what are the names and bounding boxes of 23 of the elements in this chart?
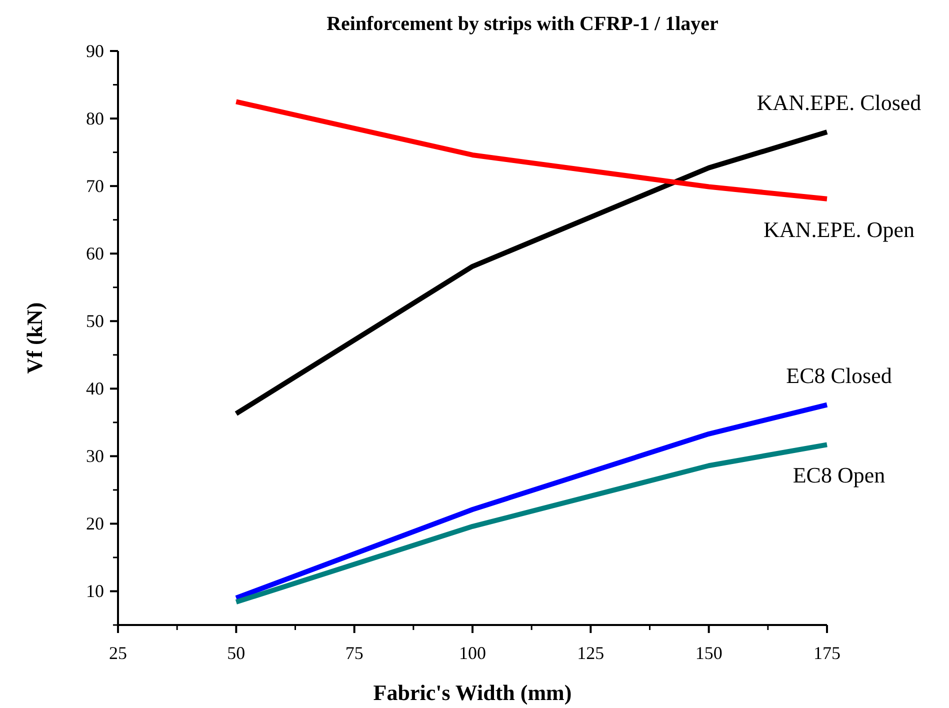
y-axis-title: Vf (kN) — [22, 302, 47, 374]
y-tick-label: 30 — [86, 446, 104, 466]
x-tick-label: 175 — [814, 643, 840, 663]
x-tick-label: 25 — [109, 643, 127, 663]
series-label: EC8 Open — [792, 462, 886, 488]
series-label: EC8 Closed — [786, 362, 892, 388]
y-tick-label: 40 — [86, 378, 104, 399]
y-tick-label: 20 — [86, 514, 104, 534]
y-tick-label: 80 — [86, 108, 104, 129]
x-tick-label: 75 — [345, 643, 364, 663]
series-label: KAN.EPE. Closed — [756, 90, 922, 116]
chart-title: Reinforcement by strips with CFRP-1 / 1layer — [326, 13, 719, 35]
x-tick-label: 125 — [577, 643, 604, 663]
y-tick-label: 10 — [86, 581, 104, 602]
y-tick-label: 90 — [86, 41, 104, 61]
y-tick-label: 70 — [86, 176, 104, 196]
x-tick-label: 100 — [459, 643, 486, 663]
y-tick-label: 50 — [86, 311, 104, 332]
x-axis-title: Fabric's Width (mm) — [373, 680, 572, 705]
series-label: KAN.EPE. Open — [764, 216, 914, 242]
x-tick-label: 50 — [227, 643, 246, 663]
y-tick-label: 60 — [86, 244, 104, 264]
x-tick-label: 150 — [695, 643, 722, 663]
